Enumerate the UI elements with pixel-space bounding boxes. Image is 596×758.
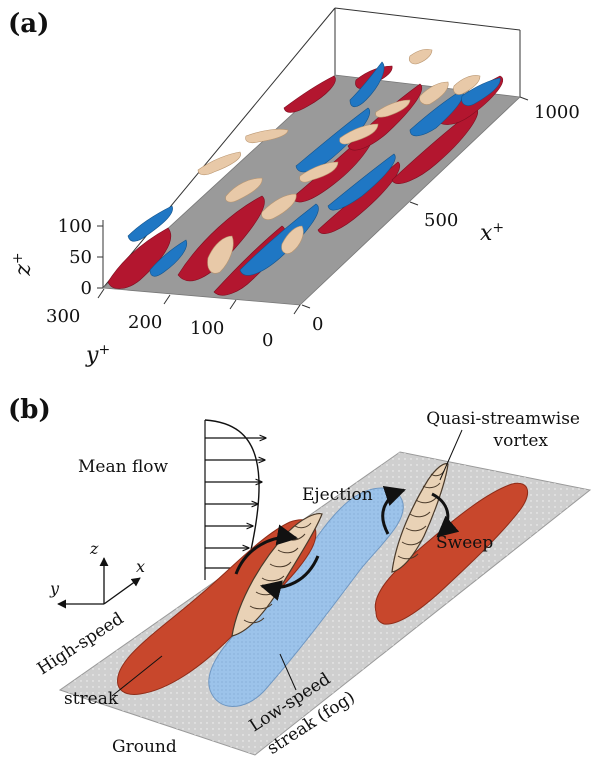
quasi-vortex-label-line2: vortex bbox=[493, 431, 549, 451]
z-axis: 100 50 0 z+ bbox=[10, 216, 103, 299]
panel-a-label: (a) bbox=[8, 9, 49, 39]
z-tick-100: 100 bbox=[58, 216, 92, 237]
high-speed-streak-right bbox=[374, 482, 528, 625]
low-speed-streak-texture bbox=[208, 488, 404, 707]
high-speed-leader bbox=[111, 655, 163, 697]
x-tick-1000: 1000 bbox=[534, 102, 580, 123]
ejection-label: Ejection bbox=[302, 485, 373, 505]
panel-a-box bbox=[102, 7, 521, 289]
y-tick-200: 200 bbox=[128, 312, 162, 333]
high-speed-label-line2: streak bbox=[64, 689, 119, 709]
mean-flow-profile bbox=[204, 419, 266, 581]
y-axis: 300 200 100 0 y+ bbox=[46, 288, 301, 368]
axis-x-label: x bbox=[136, 557, 145, 576]
axis-z-label: z bbox=[89, 539, 99, 558]
x-tick-500: 500 bbox=[424, 210, 458, 231]
y-axis-label: y+ bbox=[85, 342, 110, 368]
y-tick-300: 300 bbox=[46, 306, 80, 327]
x-axis: 0 500 1000 x+ bbox=[301, 96, 580, 335]
y-tick-100: 100 bbox=[190, 318, 224, 339]
vortex-isosurfaces bbox=[197, 48, 481, 274]
axis-y-label: y bbox=[49, 579, 60, 598]
panel-a: (a) bbox=[8, 7, 580, 368]
low-speed-leader bbox=[279, 653, 297, 691]
y-tick-0: 0 bbox=[262, 330, 273, 351]
x-axis-label: x+ bbox=[480, 220, 504, 246]
mean-flow-label: Mean flow bbox=[78, 457, 169, 477]
vortex-right bbox=[381, 463, 460, 573]
z-axis-label: z+ bbox=[10, 252, 36, 276]
low-speed-isosurfaces bbox=[127, 61, 501, 277]
z-tick-50: 50 bbox=[69, 247, 92, 268]
x-tick-0: 0 bbox=[312, 314, 323, 335]
quasi-vortex-leader bbox=[439, 429, 463, 481]
quasi-vortex-label-line1: Quasi-streamwise bbox=[426, 409, 580, 429]
sweep-label: Sweep bbox=[436, 533, 493, 553]
coordinate-axes bbox=[57, 557, 141, 609]
z-tick-0: 0 bbox=[81, 278, 92, 299]
vortex-left bbox=[231, 513, 323, 637]
ground-label: Ground bbox=[112, 737, 177, 757]
panel-b-label: (b) bbox=[8, 395, 51, 425]
panel-b: (b) Mean flow bbox=[8, 395, 592, 758]
